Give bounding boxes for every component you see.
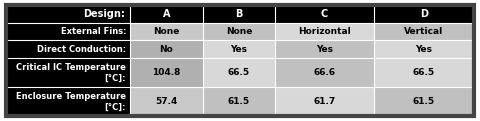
Text: D: D <box>420 9 428 19</box>
Bar <box>6 87 130 116</box>
Text: 61.5: 61.5 <box>228 97 250 106</box>
Text: None: None <box>226 27 252 36</box>
Bar <box>373 87 474 116</box>
Bar <box>275 40 373 58</box>
Bar <box>203 87 275 116</box>
Text: Yes: Yes <box>415 45 432 54</box>
Text: 66.5: 66.5 <box>413 68 435 77</box>
Bar <box>6 58 130 87</box>
Text: Horizontal: Horizontal <box>298 27 351 36</box>
Text: 66.5: 66.5 <box>228 68 250 77</box>
Text: B: B <box>235 9 242 19</box>
Text: Vertical: Vertical <box>404 27 444 36</box>
Text: Direct Conduction:: Direct Conduction: <box>37 45 126 54</box>
Text: 61.5: 61.5 <box>413 97 435 106</box>
Text: Enclosure Temperature
[°C]:: Enclosure Temperature [°C]: <box>16 92 126 111</box>
Bar <box>130 58 203 87</box>
Bar <box>6 5 474 23</box>
Text: 66.6: 66.6 <box>313 68 336 77</box>
Text: None: None <box>153 27 180 36</box>
Bar <box>373 58 474 87</box>
Text: 104.8: 104.8 <box>152 68 180 77</box>
Bar <box>373 40 474 58</box>
Bar <box>130 87 203 116</box>
Text: C: C <box>321 9 328 19</box>
Bar <box>275 58 373 87</box>
Bar <box>275 87 373 116</box>
Text: Yes: Yes <box>316 45 333 54</box>
Bar <box>203 23 275 40</box>
Bar <box>203 40 275 58</box>
Bar <box>6 23 130 40</box>
Bar <box>203 58 275 87</box>
Text: 61.7: 61.7 <box>313 97 336 106</box>
Text: No: No <box>159 45 173 54</box>
Bar <box>130 23 203 40</box>
Text: Yes: Yes <box>230 45 247 54</box>
Bar <box>6 40 130 58</box>
Text: External Fins:: External Fins: <box>60 27 126 36</box>
Text: A: A <box>162 9 170 19</box>
Text: Design:: Design: <box>83 9 125 19</box>
Bar <box>275 23 373 40</box>
Bar <box>373 23 474 40</box>
Text: Critical IC Temperature
[°C]:: Critical IC Temperature [°C]: <box>16 63 126 82</box>
Text: 57.4: 57.4 <box>155 97 178 106</box>
Bar <box>130 40 203 58</box>
